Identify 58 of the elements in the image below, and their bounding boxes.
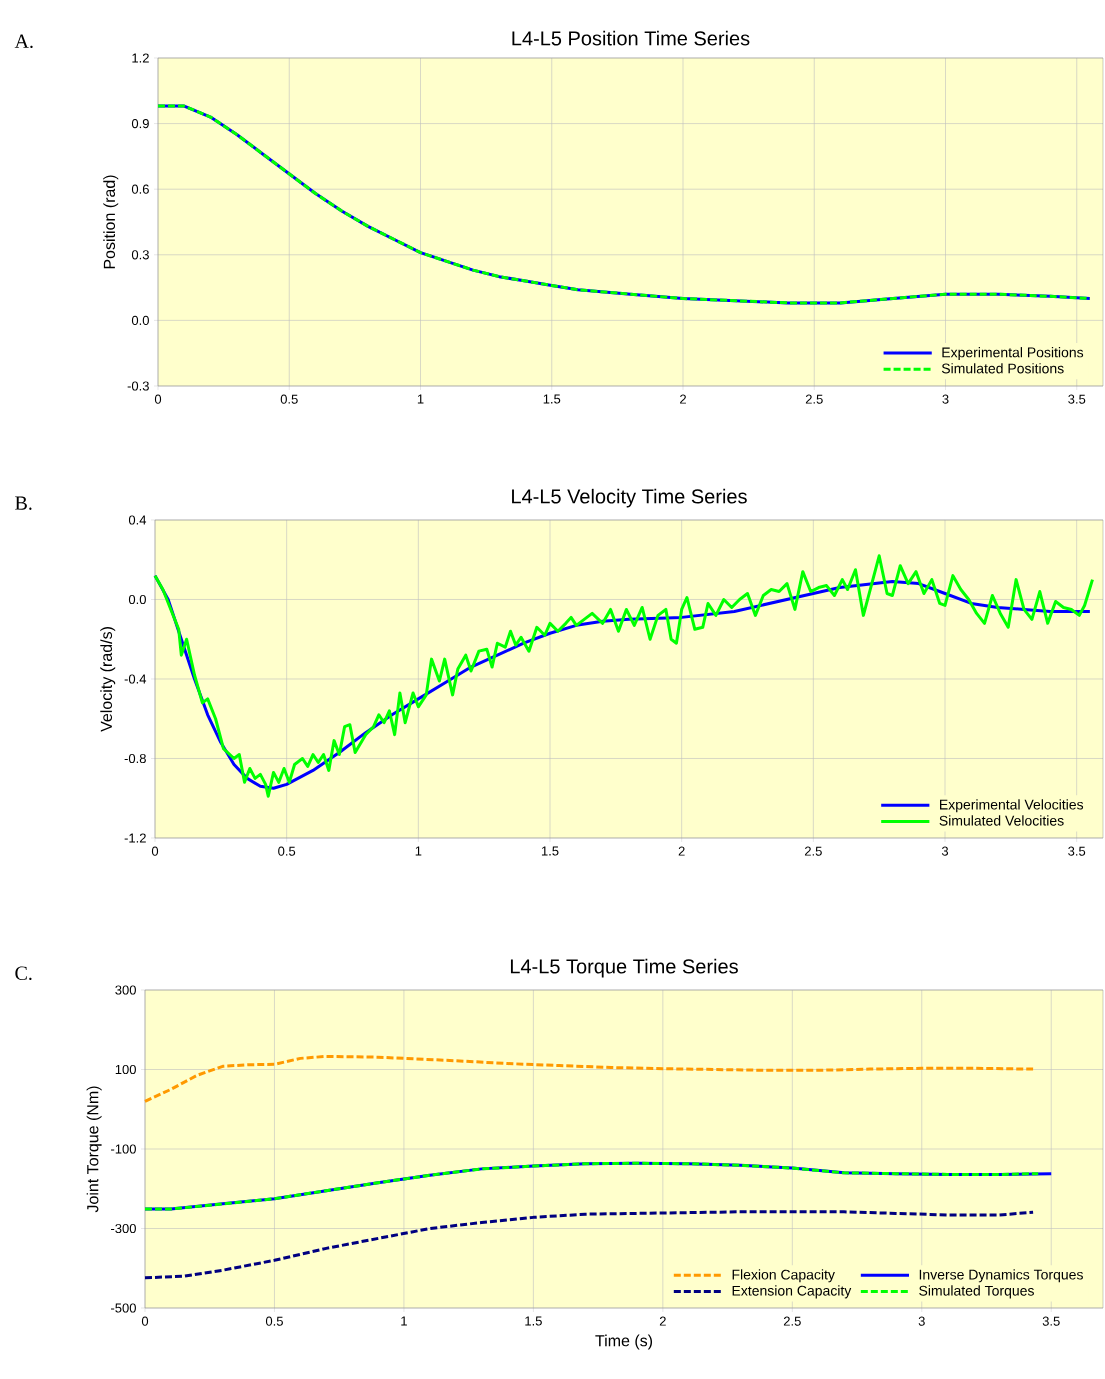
y-tick-label: -300 <box>111 1223 136 1234</box>
y-tick-label: 300 <box>115 985 136 995</box>
x-axis-title: Time (s) <box>595 1334 653 1350</box>
y-tick-label: 0.3 <box>131 250 149 260</box>
y-axis-title: Position (rad) <box>103 175 119 269</box>
x-tick-label: 0.5 <box>265 1316 283 1326</box>
x-tick-label: 1 <box>417 394 424 404</box>
x-tick-label: 2 <box>678 846 685 856</box>
x-tick-label: 1.5 <box>541 846 559 856</box>
x-tick-label: 3.5 <box>1068 394 1086 404</box>
text: C. <box>15 966 32 981</box>
x-tick-label: 3.5 <box>1068 846 1086 856</box>
y-axis-title: Joint Torque (Nm) <box>86 1086 102 1213</box>
y-tick-label: 0.0 <box>131 315 149 325</box>
x-tick-label: 2.5 <box>783 1316 801 1326</box>
legend-label: Inverse Dynamics Torques <box>919 1269 1083 1283</box>
y-tick-label: 0.6 <box>131 184 149 194</box>
text: A. <box>14 34 33 48</box>
x-tick-label: 3 <box>918 1316 925 1326</box>
y-tick-label: 0.9 <box>131 118 149 129</box>
y-tick-label: 100 <box>115 1064 136 1075</box>
y-tick-label: 1.2 <box>132 53 149 63</box>
y-tick-label: -1.2 <box>124 833 146 843</box>
y-tick-label: -0.8 <box>124 753 146 764</box>
legend-label: Simulated Velocities <box>939 815 1064 826</box>
x-tick-label: 0.5 <box>280 394 298 404</box>
x-tick-label: 2 <box>680 394 686 404</box>
y-tick-label: -100 <box>111 1144 136 1154</box>
x-tick-label: 1.5 <box>543 394 561 404</box>
x-tick-label: 2.5 <box>804 846 822 856</box>
legend-label: Simulated Positions <box>941 363 1064 374</box>
x-tick-label: 0.5 <box>278 846 296 856</box>
y-tick-label: -0.3 <box>127 381 149 391</box>
legend-label: Experimental Positions <box>942 347 1084 361</box>
chart-title: L4-L5 Velocity Time Series <box>512 488 747 508</box>
y-tick-label: -500 <box>111 1303 136 1313</box>
y-tick-label: 0.4 <box>128 515 147 525</box>
legend-label: Simulated Torques <box>919 1285 1034 1299</box>
x-tick-label: 1 <box>415 846 422 856</box>
x-tick-label: 2.5 <box>805 394 823 404</box>
x-tick-label: 3 <box>942 394 949 404</box>
y-tick-label: 0.0 <box>128 594 146 605</box>
x-tick-label: 0 <box>154 394 162 404</box>
x-tick-label: 2 <box>659 1316 666 1326</box>
x-tick-label: 1 <box>401 1316 407 1326</box>
chart-title: L4-L5 Torque Time Series <box>510 958 738 978</box>
x-tick-label: 3 <box>941 846 949 856</box>
text: B. <box>15 496 32 510</box>
legend-label: Flexion Capacity <box>732 1269 835 1283</box>
y-axis-title: Velocity (rad/s) <box>100 627 116 732</box>
legend-label: Extension Capacity <box>732 1285 852 1299</box>
y-tick-label: -0.4 <box>124 674 147 684</box>
legend-label: Experimental Velocities <box>940 799 1084 813</box>
chart-title: L4-L5 Position Time Series <box>512 30 750 46</box>
x-tick-label: 0 <box>141 1316 149 1326</box>
x-tick-label: 1.5 <box>525 1316 542 1326</box>
x-tick-label: 0 <box>151 846 159 856</box>
x-tick-label: 3.5 <box>1042 1316 1060 1326</box>
